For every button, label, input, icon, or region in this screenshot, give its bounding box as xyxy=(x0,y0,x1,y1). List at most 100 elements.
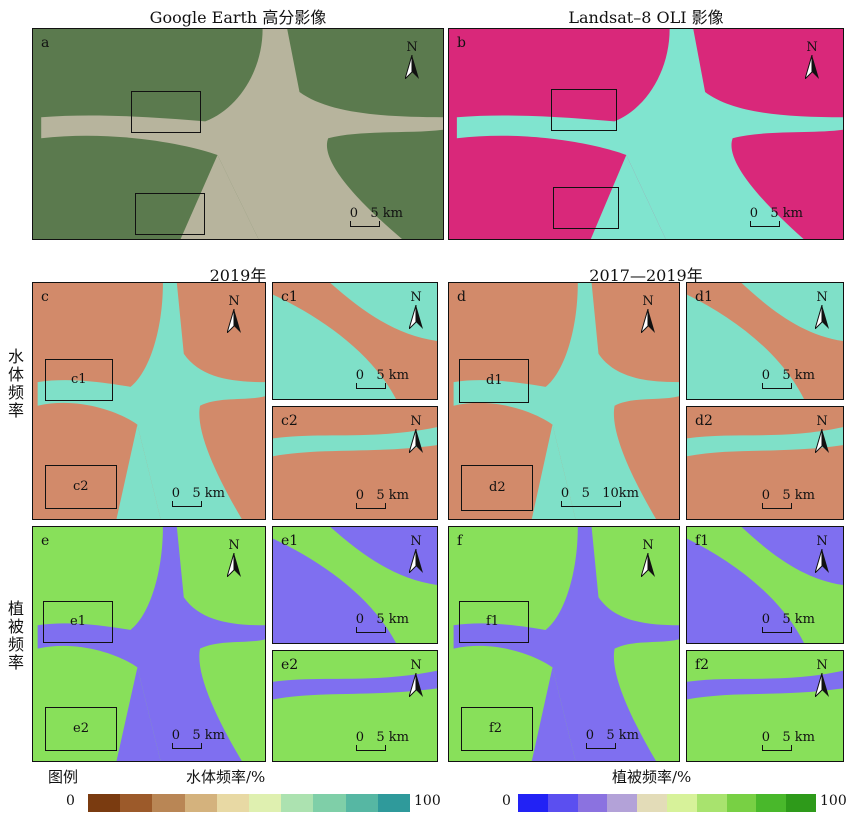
title-2017-2019: 2017—2019年 xyxy=(589,266,703,285)
panel-d1-water-2017-2019: d1 N 0 5 km xyxy=(686,282,844,400)
inset-box-label-e1: e1 xyxy=(70,614,86,629)
panel-letter-f2: f2 xyxy=(695,657,710,673)
scale-bar-label: 0 5 km xyxy=(761,488,815,503)
map-f1 xyxy=(687,527,843,643)
scale-bar: 0 5 km xyxy=(761,488,815,509)
inset-box-e-1 xyxy=(43,601,113,643)
north-label: N xyxy=(642,538,654,553)
map-e xyxy=(37,527,265,761)
inset-box-a-2 xyxy=(135,193,205,235)
legend-water-swatch-4 xyxy=(184,794,217,812)
north-label: N xyxy=(410,290,422,305)
north-arrow-icon: N xyxy=(405,415,427,455)
legend-water-swatch-1 xyxy=(88,794,121,812)
water-body-c xyxy=(37,283,265,519)
water-body-f xyxy=(453,527,679,761)
panel-c1-water-2019: c1 N 0 5 km xyxy=(272,282,438,400)
scale-bar-line xyxy=(355,503,386,509)
scale-bar: 0 5 km xyxy=(761,368,815,389)
scale-bar: 0 5 km xyxy=(761,730,815,751)
legend-water-swatch-10 xyxy=(377,794,411,812)
legend-water-swatch-3 xyxy=(152,794,185,812)
inset-box-d-2 xyxy=(461,465,533,511)
scale-bar-line xyxy=(355,745,386,751)
scale-bar: 0 5 km xyxy=(585,729,639,749)
scale-bar-line xyxy=(171,501,202,507)
map-d xyxy=(453,283,679,519)
scale-bar: 0 5 km xyxy=(355,489,409,509)
north-label: N xyxy=(816,658,828,673)
inset-box-a-1 xyxy=(131,91,201,133)
north-arrow-icon: N xyxy=(811,291,833,331)
title-google-earth: Google Earth 高分影像 xyxy=(149,8,327,27)
scale-bar: 0 5 km xyxy=(349,206,403,227)
scale-bar-label: 0 5 km xyxy=(761,368,815,383)
legend-water-colorbar xyxy=(88,794,411,812)
panel-letter-c1: c1 xyxy=(281,289,298,305)
scale-bar: 0 5 km xyxy=(749,206,803,227)
legend-veg-swatch-7 xyxy=(696,794,727,812)
scale-bar-label: 0 5 km xyxy=(349,206,403,221)
scale-bar: 0 5 km xyxy=(355,369,409,389)
map-f2 xyxy=(687,670,843,700)
north-label: N xyxy=(816,414,828,429)
panel-letter-d: d xyxy=(457,289,466,305)
inset-box-b-2 xyxy=(553,187,619,229)
legend-water-swatch-8 xyxy=(313,794,346,812)
legend-veg-swatch-4 xyxy=(607,794,638,812)
scale-bar: 0 5 km xyxy=(355,730,409,751)
scale-bar-line xyxy=(749,221,780,227)
inset-box-d-1 xyxy=(459,359,529,403)
panel-f2-veg-2017-2019: f2 N 0 5 km xyxy=(686,650,844,762)
map-e1 xyxy=(273,527,437,643)
water-body-b xyxy=(456,29,843,239)
legend-water-swatch-7 xyxy=(281,794,314,812)
scale-bar-label: 0 5 km xyxy=(171,728,225,743)
legend-water-max: 100 xyxy=(414,793,441,809)
legend-water-title: 水体频率/% xyxy=(186,768,266,786)
water-body-f2 xyxy=(687,670,843,700)
row-label-water: 水体频率 xyxy=(5,348,24,420)
panel-e-veg-2019: e N 0 5 km e1 e2 xyxy=(32,526,266,762)
inset-box-label-e2: e2 xyxy=(73,721,89,736)
panel-letter-e: e xyxy=(41,533,50,549)
inset-box-label-c1: c1 xyxy=(71,372,87,387)
inset-box-c-1 xyxy=(45,359,113,401)
legend-water-swatch-6 xyxy=(249,794,282,812)
scale-bar: 0 5 km xyxy=(355,613,409,633)
scale-bar-line xyxy=(349,221,380,227)
north-arrow-icon: N xyxy=(405,291,427,331)
inset-box-e-2 xyxy=(45,707,117,751)
panel-letter-f: f xyxy=(457,533,463,549)
legend-veg-swatch-8 xyxy=(726,794,757,812)
scale-bar-label: 0 5 km xyxy=(171,486,225,501)
scale-bar-label: 0 5 km xyxy=(761,730,815,745)
panel-f-veg-2017-2019: f N 0 5 km f1 f2 xyxy=(448,526,680,762)
scale-bar-label: 0 5 km xyxy=(355,730,409,745)
north-label: N xyxy=(228,538,240,553)
legend-veg-swatch-5 xyxy=(637,794,667,812)
scale-bar-line xyxy=(761,627,792,633)
scale-bar: 0 5 10km xyxy=(560,486,639,507)
title-2019: 2019年 xyxy=(209,266,267,285)
legend-veg-swatch-1 xyxy=(518,794,548,812)
map-c xyxy=(37,283,265,519)
panel-letter-c2: c2 xyxy=(281,413,298,429)
north-arrow-icon: N xyxy=(811,659,833,699)
north-arrow-icon: N xyxy=(811,535,833,575)
map-f xyxy=(453,527,679,761)
inset-box-b-1 xyxy=(551,89,617,131)
scale-bar-label: 0 5 10km xyxy=(560,486,639,501)
panel-letter-d2: d2 xyxy=(695,413,713,429)
panel-d2-water-2017-2019: d2 N 0 5 km xyxy=(686,406,844,520)
scale-bar-line xyxy=(761,745,792,751)
scale-bar-line xyxy=(171,743,202,749)
legend-veg-title: 植被频率/% xyxy=(612,768,692,786)
scale-bar-label: 0 5 km xyxy=(749,206,803,221)
north-arrow-icon: N xyxy=(401,41,423,81)
water-body-d1 xyxy=(687,283,843,399)
title-landsat: Landsat–8 OLI 影像 xyxy=(568,8,724,27)
legend-veg-swatch-3 xyxy=(577,794,608,812)
panel-letter-c: c xyxy=(41,289,49,305)
north-label: N xyxy=(410,658,422,673)
